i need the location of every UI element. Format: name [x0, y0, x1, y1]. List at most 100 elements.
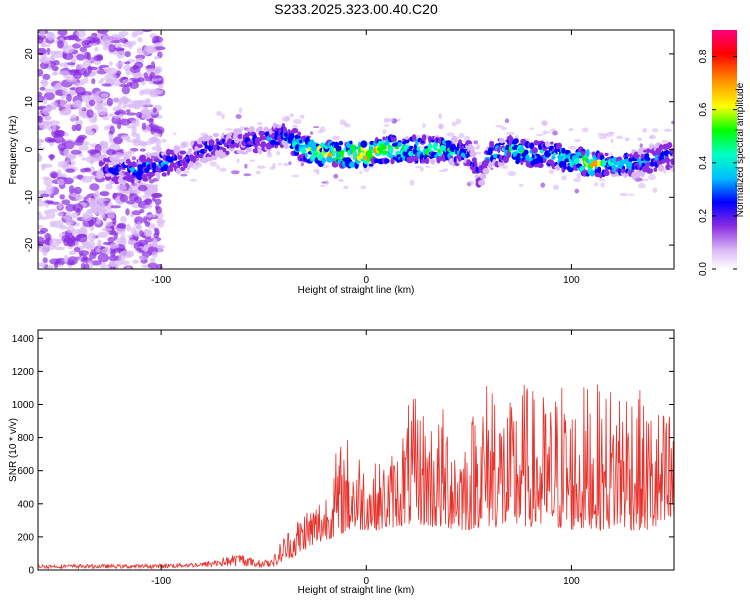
spectrogram-cell [59, 194, 65, 200]
spectrogram-cell [610, 138, 614, 144]
spectrogram-cell [576, 172, 582, 179]
spectrogram-cell [115, 227, 126, 235]
spectrogram-cell [573, 177, 581, 183]
spectrogram-cell [489, 141, 495, 149]
spectrogram-cell [131, 33, 138, 38]
y-tick-label: 400 [17, 499, 34, 510]
spectrogram-y-label: Frequency (Hz) [8, 116, 19, 185]
spectrogram-cell [73, 186, 82, 194]
y-tick-label: 600 [17, 466, 34, 477]
spectrogram-cell [197, 144, 203, 149]
spectrogram-cell [531, 147, 538, 154]
spectrogram-cell [103, 157, 108, 163]
y-tick-label: 20 [24, 48, 35, 60]
spectrogram-cell [126, 124, 138, 129]
spectrogram-cell [165, 161, 169, 165]
spectrogram-cell [93, 55, 103, 62]
spectrogram-cell [121, 85, 131, 95]
spectrogram-cell [81, 39, 93, 48]
spectrogram-cell [249, 159, 256, 162]
spectrogram-cell [169, 167, 174, 172]
snr-y-label: SNR (10 * v/v) [8, 418, 19, 482]
spectrogram-cell [177, 155, 183, 160]
spectrogram-cell [38, 91, 43, 97]
spectrogram-cell [437, 152, 443, 157]
spectrogram-cell [139, 148, 146, 152]
spectrogram-cell [462, 154, 467, 159]
spectrogram-cell [108, 61, 113, 66]
spectrogram-cell [108, 255, 118, 262]
spectrogram-cell [107, 213, 115, 219]
spectrogram-cell [38, 106, 44, 111]
spectrogram-cell [104, 73, 117, 82]
spectrogram-cell [79, 46, 88, 53]
spectrogram-cell [581, 150, 586, 156]
spectrogram-cell [89, 202, 98, 207]
spectrogram-cell [136, 47, 142, 54]
spectrogram-cell [151, 251, 158, 258]
x-tick-label: 0 [363, 576, 369, 587]
snr-x-label: Height of straight line (km) [298, 585, 415, 596]
spectrogram-cell [108, 44, 116, 53]
spectrogram-cell [129, 167, 136, 172]
spectrogram-cell [38, 138, 44, 143]
spectrogram-cell [118, 166, 122, 171]
spectrogram-cell [87, 149, 99, 155]
spectrogram-cell [84, 168, 92, 173]
spectrogram-cell [57, 178, 65, 186]
spectrogram-cell [244, 163, 248, 169]
spectrogram-cell [38, 153, 41, 162]
spectrogram-cell [225, 128, 233, 131]
spectrogram-cell [67, 241, 76, 247]
spectrogram-cell [100, 141, 109, 148]
spectrogram-cell [86, 198, 97, 202]
spectrogram-cell [143, 244, 149, 253]
spectrogram-cell [424, 157, 430, 164]
spectrogram-cell [115, 152, 123, 159]
spectrogram-cell [141, 195, 150, 199]
spectrogram-cell [110, 260, 116, 268]
spectrogram-cell [99, 262, 107, 269]
spectrogram-cell [110, 205, 122, 209]
spectrogram-cell [93, 96, 99, 101]
spectrogram-cell [73, 139, 84, 146]
spectrogram-cell [75, 197, 81, 202]
spectrogram-cell [475, 166, 479, 173]
spectrogram-cell [113, 136, 124, 145]
colorbar-tick-label: 0.2 [698, 209, 709, 223]
spectrogram-cell [62, 40, 68, 50]
spectrogram-cell [241, 151, 249, 155]
spectrogram-cell [39, 86, 46, 91]
colorbar-tick-label: 0.6 [698, 102, 709, 116]
spectrogram-cell [320, 184, 326, 187]
spectrogram-cell [124, 51, 131, 58]
spectrogram-cell [421, 134, 427, 142]
spectrogram-cell [79, 78, 89, 84]
spectrogram-cell [75, 123, 82, 132]
spectrogram-cell [63, 148, 70, 158]
spectrogram-cell [137, 36, 143, 43]
spectrogram-cell [64, 140, 75, 150]
spectrogram-cell [58, 70, 70, 76]
spectrogram-cell [48, 50, 61, 55]
spectrogram-cell [75, 64, 84, 70]
spectrogram-cell [504, 118, 510, 123]
spectrogram-cell [219, 146, 224, 150]
spectrogram-cell [40, 56, 50, 64]
spectrogram-cell [350, 160, 354, 166]
spectrogram-cell [88, 43, 98, 47]
spectrogram-cell [278, 162, 282, 166]
spectrogram-cell [258, 149, 263, 155]
spectrogram-cell [81, 175, 93, 183]
spectrogram-cell [235, 128, 242, 136]
spectrogram-cell [604, 167, 609, 175]
spectrogram-cell [144, 229, 151, 237]
spectrogram-cell [648, 174, 656, 181]
spectrogram-cell [134, 216, 144, 225]
spectrogram-cell [408, 145, 414, 150]
spectrogram-cell [550, 141, 554, 145]
y-tick-label: 0 [24, 146, 35, 152]
spectrogram-cell [88, 99, 96, 107]
spectrogram-cell [667, 141, 673, 149]
spectrogram-cell [523, 149, 529, 156]
